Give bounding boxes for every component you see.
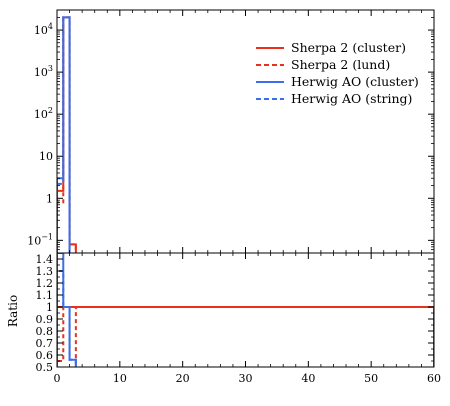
y-tick-label: 102: [34, 106, 53, 121]
ratio-series-herwig-ao-string: [57, 270, 77, 367]
plot-axes: [56, 9, 435, 368]
legend-entry-sherpa-2-cluster: Sherpa 2 (cluster): [256, 40, 406, 55]
legend-label: Sherpa 2 (lund): [291, 57, 390, 72]
x-tick-label: 60: [427, 372, 441, 385]
y-tick-label: 10: [39, 150, 53, 163]
ratio-y-tick-label: 1.4: [36, 253, 54, 266]
legend: Sherpa 2 (cluster) Sherpa 2 (lund) Herwig …: [256, 40, 419, 106]
main-plot-series: [57, 16, 77, 253]
ratio-plot-series: [57, 253, 434, 367]
ratio-series-sherpa-2-cluster: [57, 306, 434, 367]
x-tick-label: 30: [239, 372, 253, 385]
y-tick-label: 103: [34, 64, 53, 79]
legend-entry-herwig-ao-cluster: Herwig AO (cluster): [256, 74, 419, 89]
x-tick-label: 20: [176, 372, 190, 385]
ratio-y-tick-label: 0.7: [36, 337, 54, 350]
ratio-y-tick-label: 0.8: [36, 325, 54, 338]
main-series-sherpa-2-lund: [57, 16, 77, 253]
x-tick-label: 10: [113, 372, 127, 385]
legend-label: Sherpa 2 (cluster): [291, 40, 406, 55]
ratio-y-tick-label: 1: [46, 301, 53, 314]
legend-entry-sherpa-2-lund: Sherpa 2 (lund): [256, 57, 390, 72]
ratio-y-tick-label: 1.2: [36, 277, 54, 290]
main-series-herwig-ao-string: [57, 16, 77, 253]
x-tick-label: 40: [301, 372, 315, 385]
x-tick-label: 0: [54, 372, 61, 385]
ratio-y-tick-label: 1.1: [36, 289, 54, 302]
main-series-herwig-ao-cluster: [57, 16, 77, 253]
ratio-plot-frame: [56, 252, 435, 368]
y-tick-label: 10−1: [27, 232, 53, 247]
ratio-y-tick-label: 0.5: [36, 361, 54, 374]
x-tick-label: 50: [364, 372, 378, 385]
legend-label: Herwig AO (cluster): [291, 74, 419, 89]
tick-labels: 0 10 20 30 40 50 6010−11101021031040.50.60.70.…: [27, 22, 441, 385]
legend-entry-herwig-ao-string: Herwig AO (string): [256, 91, 412, 106]
ratio-axis-label: Ratio: [6, 295, 20, 327]
y-tick-label: 104: [34, 22, 53, 37]
ratio-y-tick-label: 1.3: [36, 265, 54, 278]
ratio-y-tick-label: 0.6: [36, 349, 54, 362]
main-series-sherpa-2-cluster: [57, 16, 77, 253]
ratio-y-tick-label: 0.9: [36, 313, 54, 326]
y-tick-label: 1: [46, 192, 53, 205]
legend-label: Herwig AO (string): [291, 91, 412, 106]
